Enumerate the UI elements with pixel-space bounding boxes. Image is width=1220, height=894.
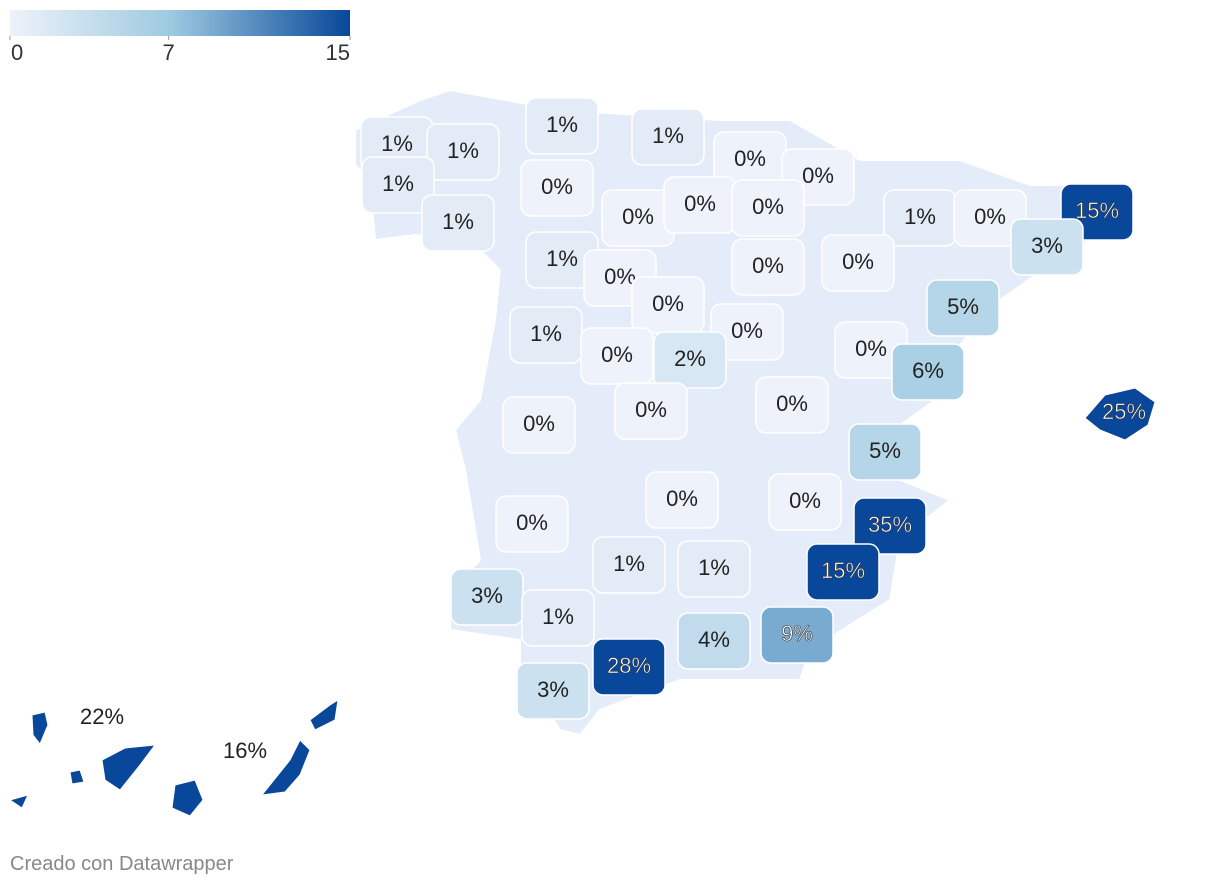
island: [8, 711, 204, 817]
province: [580, 327, 654, 385]
value-label: 3%: [1031, 233, 1063, 258]
province: [592, 536, 666, 594]
province: [821, 234, 895, 292]
value-label: 0%: [604, 264, 636, 289]
province: [853, 497, 927, 555]
island: [260, 699, 339, 796]
value-label: 0%: [684, 191, 716, 216]
province: [760, 606, 834, 664]
province: [677, 612, 751, 670]
province: [361, 156, 435, 214]
value-label: 0%: [776, 391, 808, 416]
value-label: 0%: [622, 204, 654, 229]
value-label: 0%: [842, 249, 874, 274]
province: [653, 331, 727, 389]
value-label: 0%: [752, 253, 784, 278]
province: [525, 97, 599, 155]
value-label: 0%: [541, 174, 573, 199]
value-label: 3%: [537, 677, 569, 702]
value-label: 2%: [674, 346, 706, 371]
value-label: 0%: [734, 146, 766, 171]
province: [848, 423, 922, 481]
value-label: 0%: [855, 336, 887, 361]
province: [421, 194, 495, 252]
value-label: 4%: [698, 627, 730, 652]
value-label: 6%: [912, 358, 944, 383]
value-label: 15%: [821, 558, 865, 583]
province: [426, 123, 500, 181]
province: [521, 589, 595, 647]
value-label: 1%: [698, 555, 730, 580]
province: [495, 495, 569, 553]
value-label: 0%: [523, 411, 555, 436]
value-label: 1%: [613, 551, 645, 576]
value-label: 0%: [789, 488, 821, 513]
province: [502, 396, 576, 454]
province: [806, 543, 880, 601]
value-label: 1%: [546, 112, 578, 137]
value-label: 5%: [947, 294, 979, 319]
value-label: 28%: [607, 653, 651, 678]
value-label: 1%: [652, 123, 684, 148]
province: [614, 382, 688, 440]
value-label: 22%: [80, 704, 124, 729]
legend-gradient: [10, 10, 350, 36]
province: [645, 471, 719, 529]
province: [592, 638, 666, 696]
value-label: 3%: [471, 583, 503, 608]
value-label: 1%: [542, 604, 574, 629]
value-label: 5%: [869, 438, 901, 463]
legend-tick-label: 0: [11, 40, 23, 65]
province: [755, 376, 829, 434]
value-label: 0%: [731, 318, 763, 343]
province: [731, 238, 805, 296]
value-label: 0%: [635, 397, 667, 422]
legend-tick-label: 15: [326, 40, 350, 65]
province: [631, 108, 705, 166]
value-label: 1%: [442, 209, 474, 234]
value-label: 0%: [974, 204, 1006, 229]
province: [891, 343, 965, 401]
province: [516, 662, 590, 720]
value-label: 9%: [781, 621, 813, 646]
province: [1010, 218, 1084, 276]
value-label: 1%: [530, 321, 562, 346]
value-label: 1%: [546, 246, 578, 271]
value-label: 0%: [752, 194, 784, 219]
value-label: 0%: [652, 291, 684, 316]
value-label: 1%: [447, 138, 479, 163]
province: [677, 540, 751, 598]
value-label: 1%: [381, 131, 413, 156]
value-label: 25%: [1102, 399, 1146, 424]
province: [520, 159, 594, 217]
value-label: 1%: [382, 171, 414, 196]
value-label: 16%: [223, 738, 267, 763]
value-label: 1%: [904, 204, 936, 229]
value-label: 0%: [802, 163, 834, 188]
island: [1084, 387, 1156, 441]
value-label: 35%: [868, 512, 912, 537]
value-label: 0%: [516, 510, 548, 535]
value-label: 15%: [1075, 198, 1119, 223]
province: [953, 189, 1027, 247]
legend-tick-label: 7: [163, 40, 175, 65]
value-label: 0%: [666, 486, 698, 511]
credit: Creado con Datawrapper: [10, 853, 234, 875]
province: [768, 473, 842, 531]
province: [926, 279, 1000, 337]
value-label: 0%: [601, 342, 633, 367]
province: [731, 179, 805, 237]
